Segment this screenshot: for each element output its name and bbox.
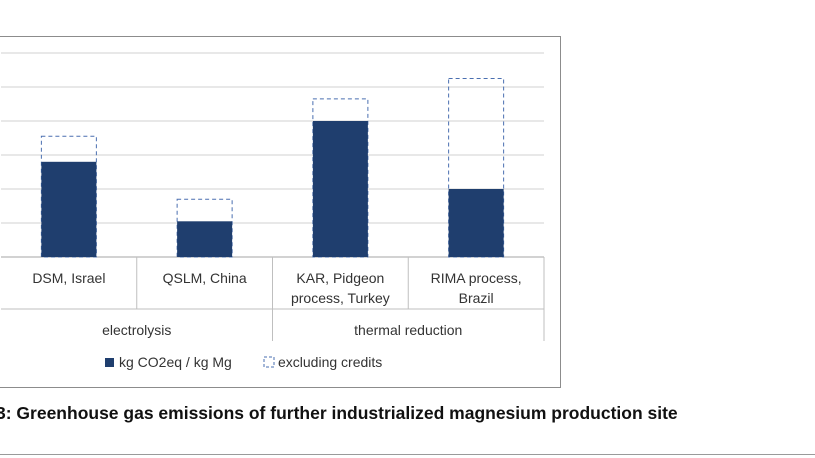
category-label: DSM, Israel (32, 270, 105, 286)
bar-kg-co2eq (41, 161, 97, 257)
group-label: thermal reduction (354, 322, 462, 338)
legend-swatch-filled (105, 358, 114, 367)
category-label: process, Turkey (291, 290, 390, 306)
category-label: QSLM, China (163, 270, 247, 286)
bar-chart: DSM, Israel QSLM, China KAR, Pidgeon proces… (1, 52, 545, 370)
figure-caption: 3: Greenhouse gas emissions of further i… (0, 403, 678, 423)
category-label: KAR, Pidgeon (296, 270, 384, 286)
category-label: Brazil (459, 290, 494, 306)
bar-kg-co2eq (448, 189, 504, 257)
page-divider (0, 454, 815, 455)
legend-label: excluding credits (278, 354, 382, 370)
category-labels: DSM, Israel QSLM, China KAR, Pidgeon proces… (1, 257, 545, 341)
category-label: RIMA process, (431, 270, 522, 286)
legend-label: kg CO2eq / kg Mg (119, 354, 232, 370)
bars (40, 78, 505, 258)
legend-swatch-dashed (263, 356, 275, 368)
group-label: electrolysis (102, 322, 171, 338)
chart-frame: DSM, Israel QSLM, China KAR, Pidgeon proces… (0, 36, 561, 388)
bar-kg-co2eq (312, 121, 368, 257)
bar-kg-co2eq (177, 221, 233, 257)
legend: kg CO2eq / kg Mg excluding credits (105, 354, 382, 370)
